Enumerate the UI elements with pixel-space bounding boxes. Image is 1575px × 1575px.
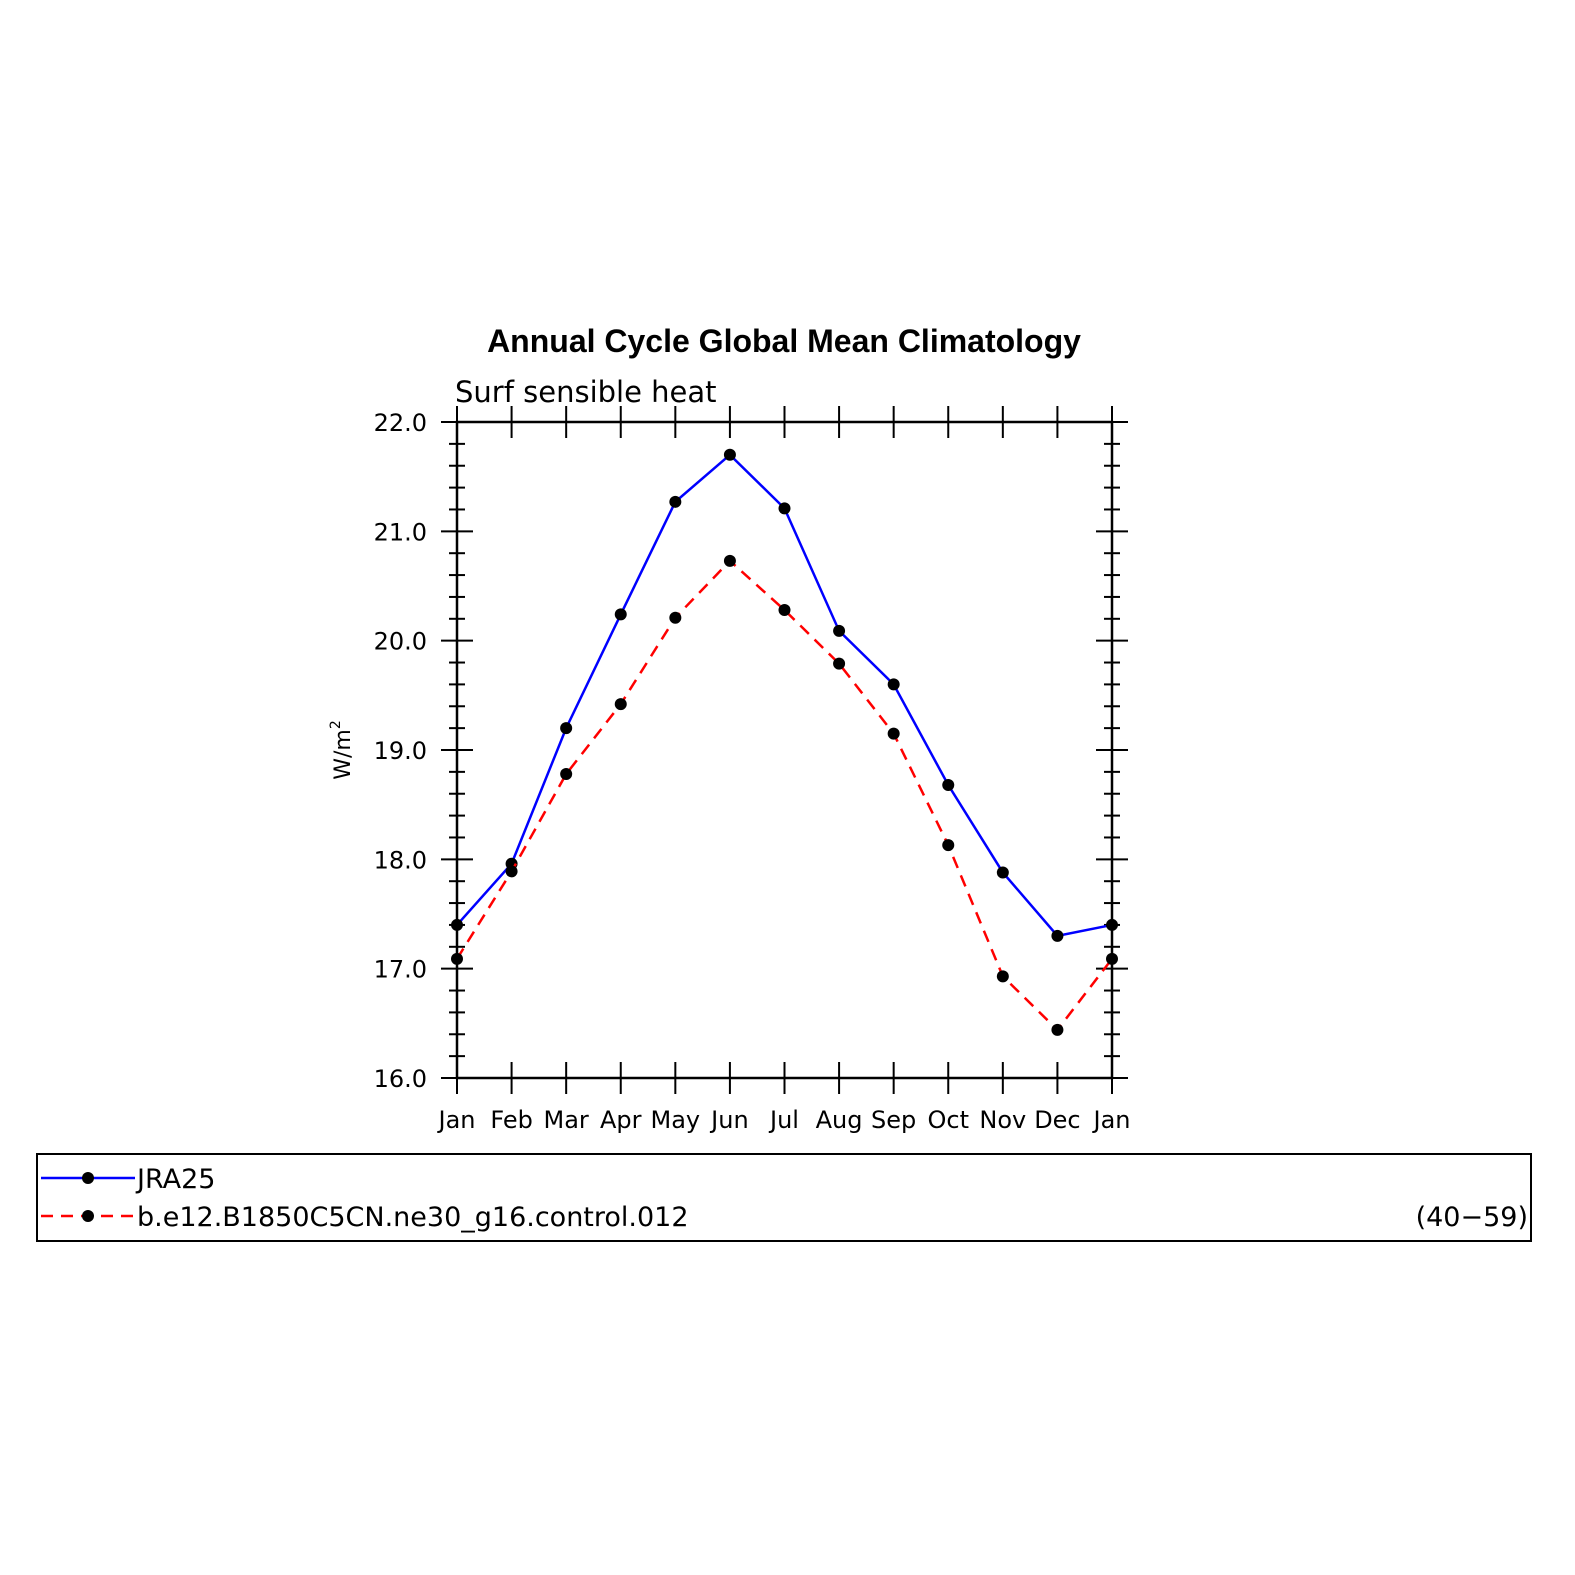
y-tick-label: 19.0 [374, 737, 427, 765]
data-point [723, 448, 736, 461]
x-tick-label: Jan [437, 1106, 476, 1134]
x-tick-label: Nov [979, 1106, 1026, 1134]
data-point [942, 778, 955, 791]
chart-title: Annual Cycle Global Mean Climatology [487, 323, 1081, 359]
data-point [560, 722, 573, 735]
data-point [669, 495, 682, 508]
data-point [669, 611, 682, 624]
data-point [996, 970, 1009, 983]
y-tick-label: 22.0 [374, 409, 427, 437]
data-point [833, 624, 846, 637]
series-line-1 [456, 453, 1113, 938]
data-point [887, 727, 900, 740]
x-tick-label: Feb [490, 1106, 533, 1134]
x-tick-label: Jul [768, 1106, 799, 1134]
series-layer [451, 448, 1118, 1036]
legend-label-1: JRA25 [135, 1164, 215, 1195]
y-axis-label-text: W/m [331, 729, 356, 780]
legend: JRA25 b.e12.B1850C5CN.ne30_g16.control.01… [36, 1153, 1532, 1242]
y-tick-label: 16.0 [374, 1065, 427, 1093]
svg-text:W/m2: W/m2 [328, 720, 356, 780]
x-tick-label: Jan [1092, 1106, 1131, 1134]
plot-axes: 16.0 17.0 18.0 19.0 20.0 21.0 22.0 Jan Feb Mar Apr… [374, 406, 1131, 1134]
data-point [1051, 1023, 1064, 1036]
data-point [614, 608, 627, 621]
data-point [1106, 918, 1118, 931]
data-point [505, 865, 518, 878]
data-point [887, 678, 900, 691]
y-axis-label-superscript: 2 [328, 720, 344, 729]
y-tick-label: 20.0 [374, 628, 427, 656]
x-tick-label: Jun [709, 1106, 749, 1134]
chart-subtitle: Surf sensible heat [455, 375, 717, 409]
data-point [560, 768, 573, 781]
legend-box [36, 1153, 1532, 1242]
data-point [1106, 952, 1118, 965]
series-line-2 [455, 559, 1113, 1032]
x-tick-label: Oct [928, 1106, 970, 1134]
data-point [614, 698, 627, 711]
data-point [723, 554, 736, 567]
data-point [942, 839, 955, 852]
data-point [451, 952, 463, 965]
y-tick-label: 21.0 [374, 518, 427, 546]
plot-frame [455, 420, 1114, 1080]
legend-marker-2 [82, 1210, 94, 1222]
legend-marker-1 [82, 1172, 94, 1184]
x-tick-label: Apr [600, 1106, 642, 1134]
x-tick-label: Aug [816, 1106, 863, 1134]
data-point [996, 866, 1009, 879]
x-tick-label: Dec [1034, 1106, 1080, 1134]
x-tick-label: Mar [544, 1106, 589, 1134]
x-tick-label: Sep [871, 1106, 916, 1134]
legend-label-2: b.e12.B1850C5CN.ne30_g16.control.012 [137, 1202, 689, 1233]
legend-note: (40−59) [1416, 1202, 1528, 1233]
y-tick-label: 17.0 [374, 956, 427, 984]
data-point [1051, 929, 1064, 942]
y-tick-label: 18.0 [374, 846, 427, 874]
x-tick-label: May [651, 1106, 701, 1134]
data-point [451, 918, 463, 931]
y-axis-label: W/m2 [328, 720, 356, 780]
data-point [833, 657, 846, 670]
data-point [778, 502, 791, 515]
data-point [778, 604, 791, 617]
